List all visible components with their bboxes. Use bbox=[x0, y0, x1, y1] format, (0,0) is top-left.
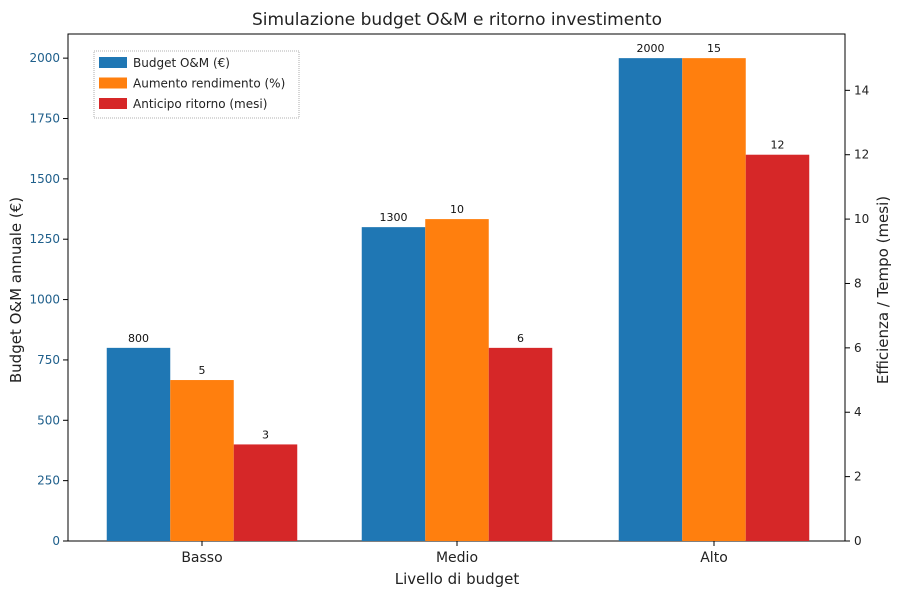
bar-basso-0 bbox=[106, 347, 171, 541]
bar-medio-0 bbox=[361, 227, 426, 541]
bar-value-label: 1300 bbox=[380, 211, 408, 224]
y-left-tick-label: 500 bbox=[37, 413, 60, 427]
bar-value-label: 5 bbox=[199, 364, 206, 377]
y-left-tick-label: 1750 bbox=[29, 112, 60, 126]
legend-swatch-2 bbox=[99, 98, 127, 109]
chart-title: Simulazione budget O&M e ritorno investi… bbox=[252, 10, 662, 30]
x-tick-label: Medio bbox=[436, 550, 478, 566]
y-axis-label-left: Budget O&M annuale (€) bbox=[7, 197, 25, 383]
legend-entry-1: Aumento rendimento (%) bbox=[133, 77, 285, 91]
bar-medio-1 bbox=[425, 219, 489, 541]
bar-alto-0 bbox=[618, 58, 683, 542]
bar-value-label: 15 bbox=[707, 42, 721, 55]
legend-entry-2: Anticipo ritorno (mesi) bbox=[133, 97, 267, 111]
y-right-tick-label: 4 bbox=[854, 405, 862, 419]
bar-value-label: 3 bbox=[262, 428, 269, 441]
bar-basso-1 bbox=[170, 380, 234, 541]
x-axis-label: Livello di budget bbox=[395, 570, 520, 588]
y-right-tick-label: 0 bbox=[854, 534, 862, 548]
bar-value-label: 10 bbox=[450, 203, 464, 216]
y-right-tick-label: 6 bbox=[854, 341, 862, 355]
plot-area: 0 250 500 750 1000 1250 1500 1750 2000 0 2 4 6 8 10 12 1… bbox=[29, 33, 869, 566]
y-left-tick-label: 2000 bbox=[29, 51, 60, 65]
legend-entry-0: Budget O&M (€) bbox=[133, 56, 230, 70]
y-left-tick-label: 0 bbox=[52, 534, 60, 548]
bar-value-label: 12 bbox=[771, 139, 785, 152]
y-right-tick-label: 2 bbox=[854, 470, 862, 484]
bar-medio-2 bbox=[488, 347, 553, 541]
y-right-tick-label: 10 bbox=[854, 212, 869, 226]
y-right-tick-label: 14 bbox=[854, 83, 869, 97]
bar-basso-2 bbox=[233, 444, 298, 541]
y-left-tick-label: 250 bbox=[37, 474, 60, 488]
x-tick-label: Basso bbox=[181, 550, 222, 566]
legend-box bbox=[93, 50, 300, 119]
bar-value-label: 2000 bbox=[637, 42, 665, 55]
legend: Budget O&M (€) Aumento rendimento (%) Anti… bbox=[93, 50, 300, 119]
y-left-tick-label: 1250 bbox=[29, 232, 60, 246]
bar-alto-1 bbox=[682, 58, 746, 542]
y-axis-label-right: Efficienza / Tempo (mesi) bbox=[874, 196, 892, 384]
bar-value-label: 800 bbox=[128, 332, 149, 345]
bar-value-label: 6 bbox=[517, 332, 524, 345]
y-right-tick-label: 12 bbox=[854, 148, 869, 162]
y-left-tick-label: 1500 bbox=[29, 172, 60, 186]
x-tick-label: Alto bbox=[700, 550, 728, 566]
bar-alto-2 bbox=[745, 154, 810, 541]
y-right-tick-label: 8 bbox=[854, 276, 862, 290]
legend-swatch-1 bbox=[99, 77, 127, 89]
legend-swatch-0 bbox=[99, 57, 127, 68]
y-left-tick-label: 750 bbox=[37, 353, 60, 367]
y-left-tick-label: 1000 bbox=[29, 293, 60, 307]
